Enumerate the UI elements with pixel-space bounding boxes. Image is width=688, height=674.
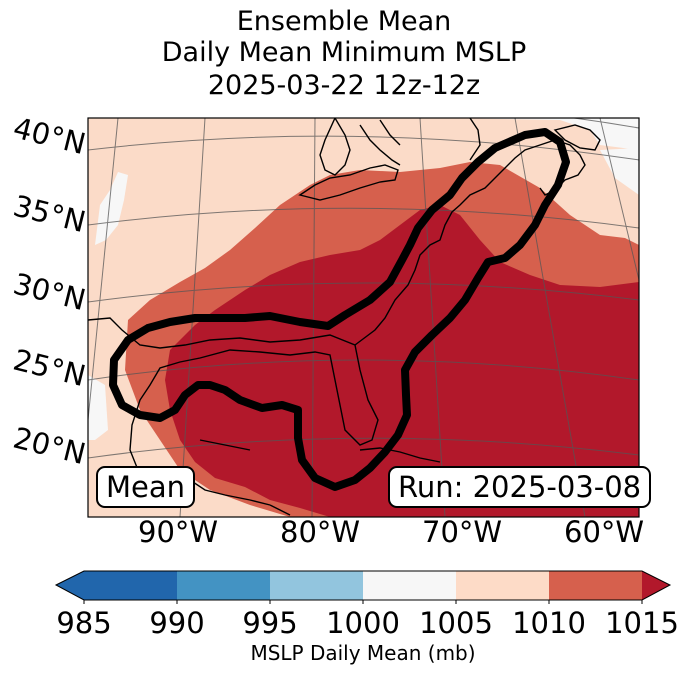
field-lt1005-nw [95,172,128,245]
field-ge1015 [165,205,639,517]
ensemble-contour [109,128,570,491]
colorbar-extend-high [642,571,670,600]
lon-label-70w: 70°W [422,515,503,549]
run-date-box: Run: 2025-03-08 [388,466,652,508]
map-frame [87,117,640,518]
colorbar-tick-1005: 1005 [419,606,493,640]
colorbar-extend-low [56,571,84,600]
colorbar-bin-995-1000 [270,571,363,600]
title-line-1: Ensemble Mean [236,6,452,37]
colorbar-bin-1010-1015 [549,571,642,600]
colorbar-tick-985: 985 [56,606,112,640]
colorbar-bin-990-995 [177,571,270,600]
field-lt1005-north [440,118,639,150]
lon-label-60w: 60°W [564,515,645,549]
colorbar-tick-990: 990 [149,606,205,640]
colorbar-tick-1010: 1010 [512,606,586,640]
field-lt1005-west [88,375,108,440]
lon-label-80w: 80°W [280,515,361,549]
title-line-3: 2025-03-22 12z-12z [207,70,481,101]
colorbar-tick-1015: 1015 [605,606,679,640]
colorbar-tick-1000: 1000 [326,606,400,640]
colorbar-tick-995: 995 [242,606,298,640]
mean-label-box: Mean [96,466,196,508]
colorbar-label: MSLP Daily Mean (mb) [250,641,476,665]
title-line-2: Daily Mean Minimum MSLP [161,37,527,68]
colorbar-bin-985-990 [84,571,177,600]
lon-label-90w: 90°W [138,515,219,549]
colorbar-bin-1000-1005 [363,571,456,600]
colorbar-bin-1005-1010 [456,571,549,600]
